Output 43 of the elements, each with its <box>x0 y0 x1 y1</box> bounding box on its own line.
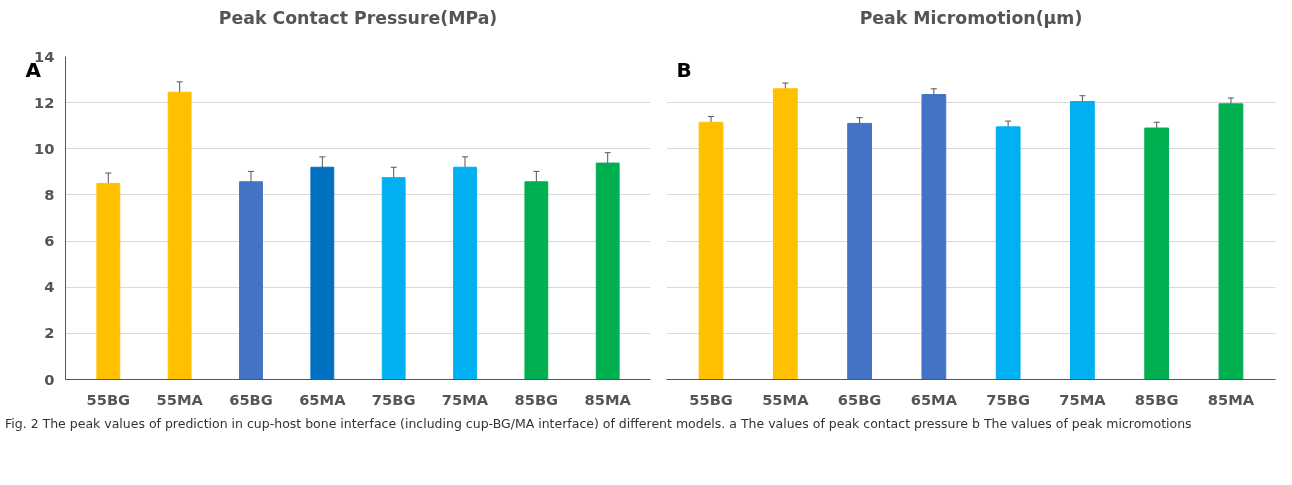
x-tick-label: 55BG <box>689 390 733 408</box>
y-tick-label: 0 <box>44 370 55 388</box>
x-tick-label: 65BG <box>837 390 882 408</box>
y-tick-label: 8 <box>44 185 55 203</box>
bar <box>1218 103 1244 380</box>
x-tick-label: 85BG <box>1134 390 1179 408</box>
bar <box>453 166 477 380</box>
bar <box>96 182 121 380</box>
bar <box>239 181 263 380</box>
y-tick-label: 4 <box>44 278 55 296</box>
bar <box>1070 100 1095 380</box>
chart-title: Peak Contact Pressure(MPa) <box>218 7 498 28</box>
bar <box>772 88 798 380</box>
x-tick-label: 55BG <box>86 390 131 408</box>
x-tick-label: 55MA <box>156 390 204 408</box>
bar <box>167 91 192 380</box>
x-tick-label: 75BG <box>986 390 1030 408</box>
bar <box>921 94 947 380</box>
y-tick-label: 2 <box>44 324 55 342</box>
x-tick-label: 85BG <box>514 390 559 408</box>
x-tick-label: 65BG <box>229 390 273 408</box>
x-tick-label: 85MA <box>1207 390 1255 408</box>
bar <box>847 122 872 380</box>
bar <box>381 177 406 380</box>
bar <box>1144 127 1170 380</box>
bar <box>524 181 549 380</box>
x-tick-label: 75MA <box>441 390 489 408</box>
bar <box>995 126 1021 380</box>
annotation: B <box>676 57 692 82</box>
x-tick-label: 55MA <box>762 390 810 408</box>
caption: Fig. 2 The peak values of prediction in cup-host bone interface (including cup-BG/MA interface) of different models. a The values of peak contact pressure b The values of peak micromotions <box>5 415 1192 433</box>
x-tick-label: 65MA <box>299 390 347 408</box>
y-tick-label: 6 <box>44 232 55 250</box>
x-tick-label: 75BG <box>371 390 416 408</box>
y-tick-label: 12 <box>34 93 55 111</box>
x-tick-label: 85MA <box>584 390 632 408</box>
x-tick-label: 65MA <box>910 390 958 408</box>
chart-title: Peak Micromotion(μm) <box>859 7 1083 28</box>
bar <box>595 162 620 380</box>
y-tick-label: 10 <box>34 139 55 157</box>
x-tick-label: 75MA <box>1059 390 1107 408</box>
bar <box>698 121 724 380</box>
bar <box>310 166 335 380</box>
